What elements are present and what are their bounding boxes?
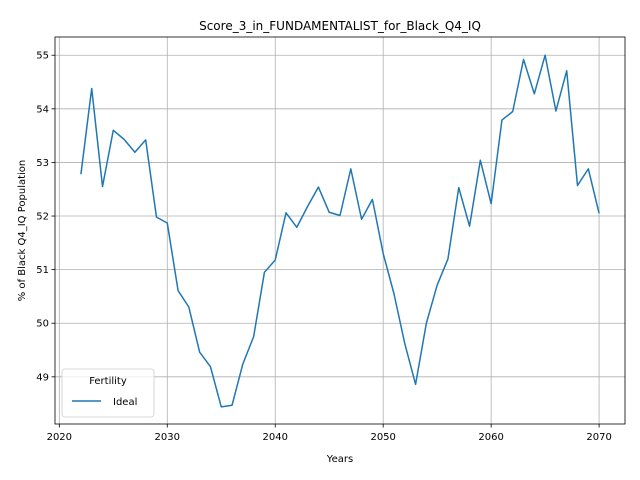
y-axis-label: % of Black Q4_IQ Population [17,160,28,302]
x-tick-label: 2040 [263,432,288,443]
x-axis-label: Years [326,454,353,465]
series-layer [80,54,600,408]
x-tick-label: 2020 [47,432,72,443]
y-tick-label: 53 [36,158,49,169]
x-tick-label: 2030 [155,432,180,443]
series-line-ideal [80,54,600,408]
x-tick-label: 2070 [586,432,611,443]
y-tick-label: 52 [36,212,49,223]
y-tick-label: 49 [36,372,49,383]
chart-title: Score_3_in_FUNDAMENTALIST_for_Black_Q4_I… [199,19,481,33]
y-tick-label: 50 [36,319,49,330]
y-tick-label: 54 [36,104,49,115]
legend-box [61,368,155,418]
y-tick-label: 55 [36,51,49,62]
x-axis: 2020 2030 2040 2050 2060 2070 [47,424,612,443]
legend-label-ideal: Ideal [113,397,137,408]
y-tick-label: 51 [36,265,49,276]
y-axis: 49 50 51 52 53 54 55 [36,51,55,383]
legend: Fertility Ideal [61,368,155,418]
plot-frame [54,36,626,425]
x-tick-label: 2050 [370,432,395,443]
legend-title: Fertility [89,376,127,387]
grid [55,37,625,424]
x-tick-label: 2060 [478,432,503,443]
